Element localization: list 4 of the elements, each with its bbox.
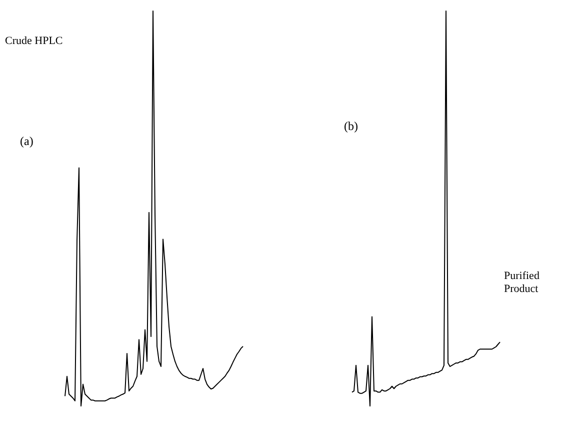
text: Crude HPLC: [5, 35, 63, 47]
text: Purified Product: [504, 270, 540, 295]
text: (a): [20, 134, 34, 148]
text: (b): [344, 119, 358, 133]
